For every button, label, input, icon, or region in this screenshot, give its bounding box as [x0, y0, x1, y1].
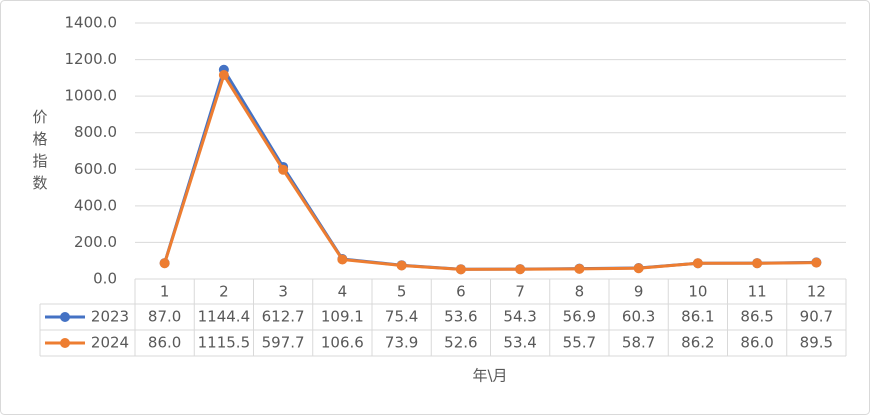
x-tick-label: 8	[575, 283, 585, 301]
table-value: 55.7	[563, 334, 596, 352]
y-tick-label: 600.0	[74, 160, 117, 178]
point	[455, 264, 466, 275]
table-value: 53.4	[503, 334, 536, 352]
table-value: 86.0	[740, 334, 773, 352]
legend-marker	[60, 338, 70, 348]
table-value: 89.5	[800, 334, 833, 352]
table-value: 86.1	[681, 308, 714, 326]
y-axis-label: 价格指数	[32, 108, 47, 192]
table-value: 87.0	[148, 308, 181, 326]
x-tick-label: 2	[219, 283, 229, 301]
legend-marker	[60, 312, 70, 322]
x-tick-label: 9	[634, 283, 644, 301]
table-value: 1144.4	[198, 308, 251, 326]
y-tick-label: 200.0	[74, 233, 117, 251]
table-value: 60.3	[622, 308, 655, 326]
x-tick-label: 7	[515, 283, 525, 301]
table-value: 86.0	[148, 334, 181, 352]
table-value: 73.9	[385, 334, 418, 352]
point	[218, 70, 229, 81]
point	[159, 258, 170, 269]
x-tick-label: 5	[397, 283, 407, 301]
table-value: 612.7	[262, 308, 305, 326]
point	[574, 263, 585, 274]
x-axis-label: 年\月	[472, 367, 507, 385]
y-tick-label: 0.0	[93, 270, 117, 288]
table-value: 86.2	[681, 334, 714, 352]
y-tick-label: 1200.0	[65, 50, 118, 68]
y-tick-label: 1000.0	[65, 87, 118, 105]
x-tick-label: 6	[456, 283, 466, 301]
y-tick-label: 1400.0	[65, 14, 118, 32]
point	[396, 260, 407, 271]
legend-label: 2023	[91, 308, 129, 326]
series-line	[163, 73, 817, 271]
point	[515, 264, 526, 275]
legend-label: 2024	[91, 334, 129, 352]
point	[811, 257, 822, 268]
table-value: 90.7	[800, 308, 833, 326]
x-tick-label: 12	[807, 283, 826, 301]
x-tick-label: 10	[688, 283, 707, 301]
point	[337, 254, 348, 265]
x-tick-label: 4	[338, 283, 348, 301]
table-value: 597.7	[262, 334, 305, 352]
y-tick-label: 400.0	[74, 196, 117, 214]
table-value: 52.6	[444, 334, 477, 352]
x-tick-label: 11	[748, 283, 767, 301]
table-value: 86.5	[740, 308, 773, 326]
table-value: 75.4	[385, 308, 418, 326]
table-value: 109.1	[321, 308, 364, 326]
point	[278, 164, 289, 175]
x-tick-label: 1	[160, 283, 170, 301]
y-tick-label: 800.0	[74, 123, 117, 141]
point	[752, 258, 763, 269]
table-value: 106.6	[321, 334, 364, 352]
x-tick-label: 3	[278, 283, 288, 301]
table-value: 53.6	[444, 308, 477, 326]
table-value: 58.7	[622, 334, 655, 352]
point	[633, 263, 644, 274]
table-value: 56.9	[563, 308, 596, 326]
table-value: 1115.5	[198, 334, 251, 352]
point	[692, 258, 703, 269]
table-value: 54.3	[503, 308, 536, 326]
